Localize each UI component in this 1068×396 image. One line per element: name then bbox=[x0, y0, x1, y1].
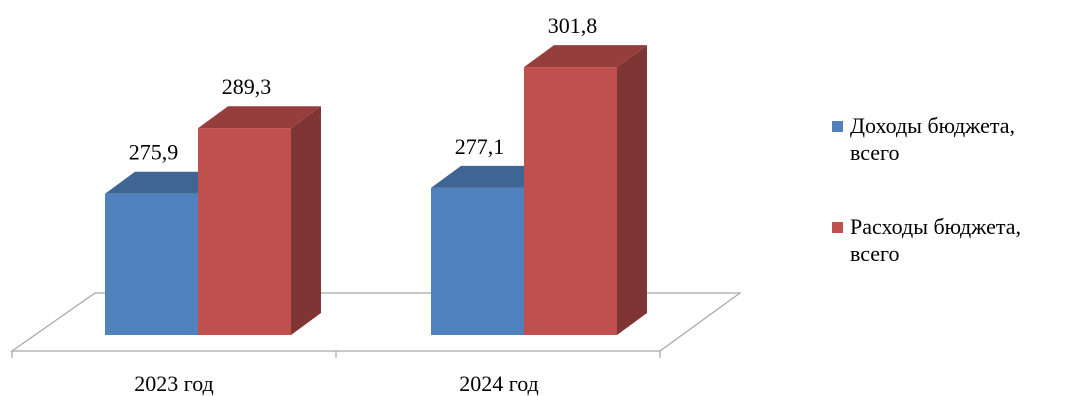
data-label-income-1: 275,9 bbox=[129, 140, 179, 165]
bar-front-face bbox=[524, 67, 617, 335]
chart-legend: Доходы бюджета, всего Расходы бюджета, в… bbox=[832, 112, 1068, 314]
data-label-expenses-1: 289,3 bbox=[222, 74, 272, 99]
bar-top-face bbox=[524, 45, 647, 68]
legend-item-income: Доходы бюджета, всего bbox=[832, 112, 1068, 166]
bar-side-face bbox=[617, 45, 647, 335]
bar-front-face bbox=[198, 128, 291, 335]
bar-expenses-2 bbox=[524, 45, 647, 335]
category-label-1: 2023 год bbox=[134, 371, 214, 396]
bar-side-face bbox=[291, 106, 321, 335]
bar-front-face bbox=[431, 187, 524, 335]
category-label-2: 2024 год bbox=[459, 371, 539, 396]
legend-label-income: Доходы бюджета, всего bbox=[850, 113, 1015, 165]
legend-swatch-income bbox=[832, 121, 843, 132]
data-label-expenses-2: 301,8 bbox=[548, 13, 598, 38]
bar-top-face bbox=[431, 165, 554, 188]
bar-front-face bbox=[105, 193, 198, 335]
bar-top-face bbox=[105, 171, 228, 194]
legend-swatch-expenses bbox=[832, 222, 843, 233]
bar-top-face bbox=[198, 106, 321, 129]
data-label-income-2: 277,1 bbox=[455, 134, 505, 159]
bar-expenses-1 bbox=[198, 106, 321, 335]
chart-labels: 275,9 289,3 2023 год 277,1 301,8 2024 год bbox=[129, 13, 598, 396]
chart-plot-area: 275,9 289,3 2023 год 277,1 301,8 2024 год bbox=[10, 13, 742, 396]
legend-item-expenses: Расходы бюджета, всего bbox=[832, 213, 1068, 267]
legend-label-expenses: Расходы бюджета, всего bbox=[850, 214, 1022, 266]
chart-bars bbox=[105, 45, 647, 335]
